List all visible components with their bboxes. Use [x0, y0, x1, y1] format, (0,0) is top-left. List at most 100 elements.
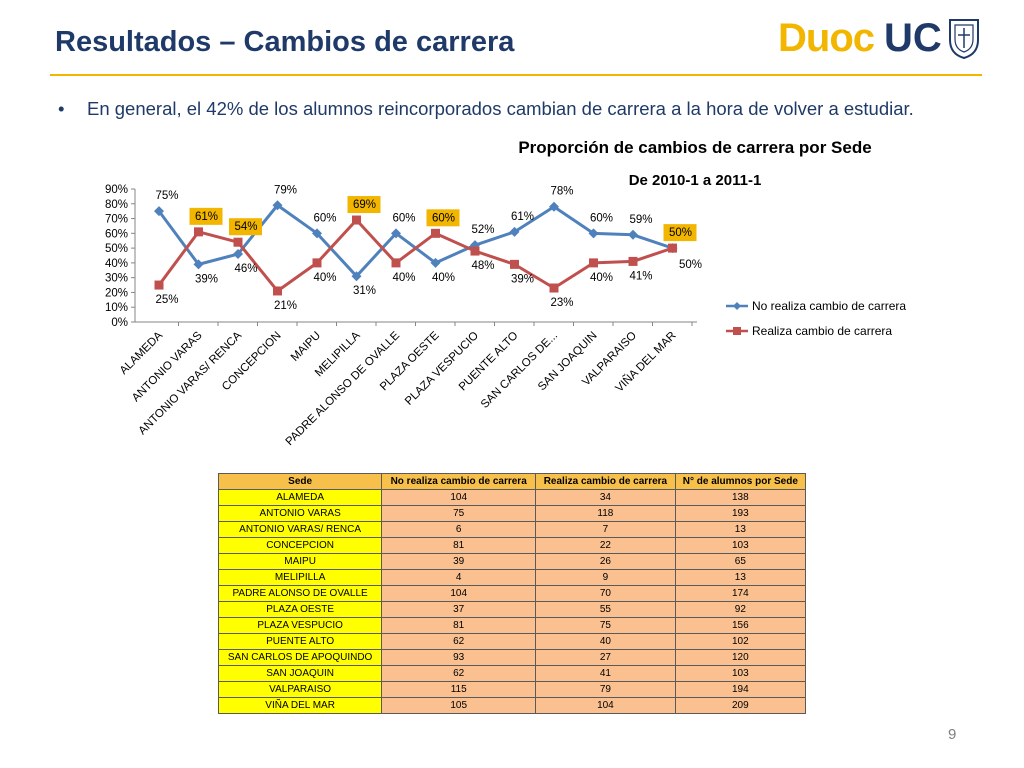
table-row: PADRE ALONSO DE OVALLE 104 70 174 — [217, 585, 807, 602]
table-row: PUENTE ALTO 62 40 102 — [217, 633, 807, 650]
data-point-no-change — [312, 228, 322, 239]
bullet-icon: • — [58, 98, 65, 119]
value-cell: 103 — [674, 537, 807, 554]
sede-cell: VALPARAISO — [217, 681, 383, 698]
data-point-no-change — [193, 259, 204, 270]
data-label: 69% — [353, 199, 376, 211]
value-cell: 7 — [535, 521, 676, 538]
data-point-no-change — [549, 201, 559, 212]
series-line-2 — [157, 218, 673, 293]
data-point-change — [154, 280, 164, 290]
table-row: SAN CARLOS DE APOQUINDO 93 27 120 — [217, 649, 807, 666]
table-row: MELIPILLA 4 9 13 — [217, 569, 807, 586]
data-label: 40% — [432, 272, 455, 284]
value-cell: 120 — [674, 649, 807, 666]
value-cell: 209 — [674, 697, 807, 714]
data-label-highlight — [347, 196, 381, 214]
value-cell: 93 — [381, 649, 537, 666]
value-cell: 22 — [535, 537, 676, 554]
category-label: MAIPU — [289, 330, 323, 364]
logo-text-uc: UC — [884, 16, 942, 60]
data-point-change — [352, 215, 361, 225]
data-label: 41% — [629, 270, 652, 282]
value-cell: 105 — [381, 697, 537, 714]
value-cell: 39 — [381, 553, 537, 570]
data-point-no-change — [351, 271, 362, 282]
table-row: CONCEPCION 81 22 103 — [217, 537, 807, 554]
data-point-no-change — [391, 228, 401, 239]
value-cell: 104 — [381, 585, 537, 602]
sede-cell: PUENTE ALTO — [217, 633, 383, 650]
sede-cell: PLAZA OESTE — [217, 601, 383, 618]
value-cell: 81 — [381, 617, 537, 634]
data-point-no-change — [628, 229, 638, 240]
y-tick-label: 90% — [105, 184, 128, 196]
value-cell: 79 — [535, 681, 676, 698]
category-label: SAN CARLOS DE... — [479, 330, 560, 411]
data-label: 40% — [590, 272, 613, 284]
data-point-no-change — [233, 249, 243, 260]
sede-cell: ANTONIO VARAS/ RENCA — [217, 521, 383, 538]
value-cell: 92 — [674, 601, 807, 618]
value-cell: 174 — [674, 585, 807, 602]
logo-text-duoc: Duoc — [778, 16, 875, 60]
y-tick-label: 60% — [105, 228, 128, 240]
value-cell: 102 — [674, 633, 807, 650]
value-cell: 26 — [535, 553, 676, 570]
value-cell: 55 — [535, 601, 676, 618]
data-label: 50% — [669, 227, 692, 239]
data-label: 48% — [471, 260, 494, 272]
table-header-row: Sede No realiza cambio de carrera Realiza … — [217, 473, 807, 490]
title-divider — [50, 74, 982, 76]
value-cell: 65 — [674, 553, 807, 570]
data-label: 23% — [550, 297, 573, 309]
data-point-change — [628, 256, 638, 266]
value-cell: 9 — [535, 569, 676, 586]
data-label: 54% — [234, 221, 257, 233]
value-cell: 34 — [535, 489, 676, 506]
data-point-change — [194, 227, 203, 237]
table-row: ANTONIO VARAS/ RENCA 6 7 13 — [217, 521, 807, 538]
value-cell: 62 — [381, 665, 537, 682]
value-cell: 81 — [381, 537, 537, 554]
value-cell: 13 — [674, 521, 807, 538]
value-cell: 13 — [674, 569, 807, 586]
data-point-change — [312, 258, 322, 268]
y-tick-label: 70% — [105, 214, 128, 226]
table-row: ANTONIO VARAS 75 118 193 — [217, 505, 807, 522]
value-cell: 70 — [535, 585, 676, 602]
sede-cell: PLAZA VESPUCIO — [217, 617, 383, 634]
data-label: 50% — [679, 259, 702, 271]
table-header-cell: No realiza cambio de carrera — [381, 473, 537, 490]
data-label: 40% — [392, 272, 415, 284]
data-point-no-change — [272, 200, 283, 211]
value-cell: 104 — [381, 489, 537, 506]
data-point-no-change — [588, 228, 599, 239]
category-label: ANTONIO VARAS — [130, 329, 205, 404]
sede-cell: CONCEPCION — [217, 537, 383, 554]
data-point-no-change — [430, 257, 441, 268]
data-label: 79% — [274, 184, 297, 196]
data-label: 61% — [195, 211, 218, 223]
data-point-change — [510, 259, 519, 269]
value-cell: 75 — [381, 505, 537, 522]
data-point-change — [470, 246, 480, 256]
value-cell: 40 — [535, 633, 676, 650]
data-point-no-change — [154, 206, 164, 217]
chart-subtitle: De 2010-1 a 2011-1 — [628, 172, 762, 189]
data-label: 46% — [234, 263, 257, 275]
data-point-change — [589, 258, 598, 268]
data-label: 60% — [432, 212, 455, 224]
data-label-highlight — [229, 218, 262, 236]
data-label: 59% — [629, 214, 652, 226]
value-cell: 4 — [381, 569, 537, 586]
legend-marker-no-change — [733, 302, 741, 310]
data-label: 61% — [511, 211, 534, 223]
sede-cell: ANTONIO VARAS — [217, 505, 383, 522]
data-label: 78% — [550, 186, 573, 198]
table-row: MAIPU 39 26 65 — [217, 553, 807, 570]
value-cell: 156 — [674, 617, 807, 634]
table-row: VALPARAISO 115 79 194 — [217, 681, 807, 698]
data-label: 39% — [511, 273, 534, 285]
sede-cell: SAN JOAQUIN — [217, 665, 383, 682]
